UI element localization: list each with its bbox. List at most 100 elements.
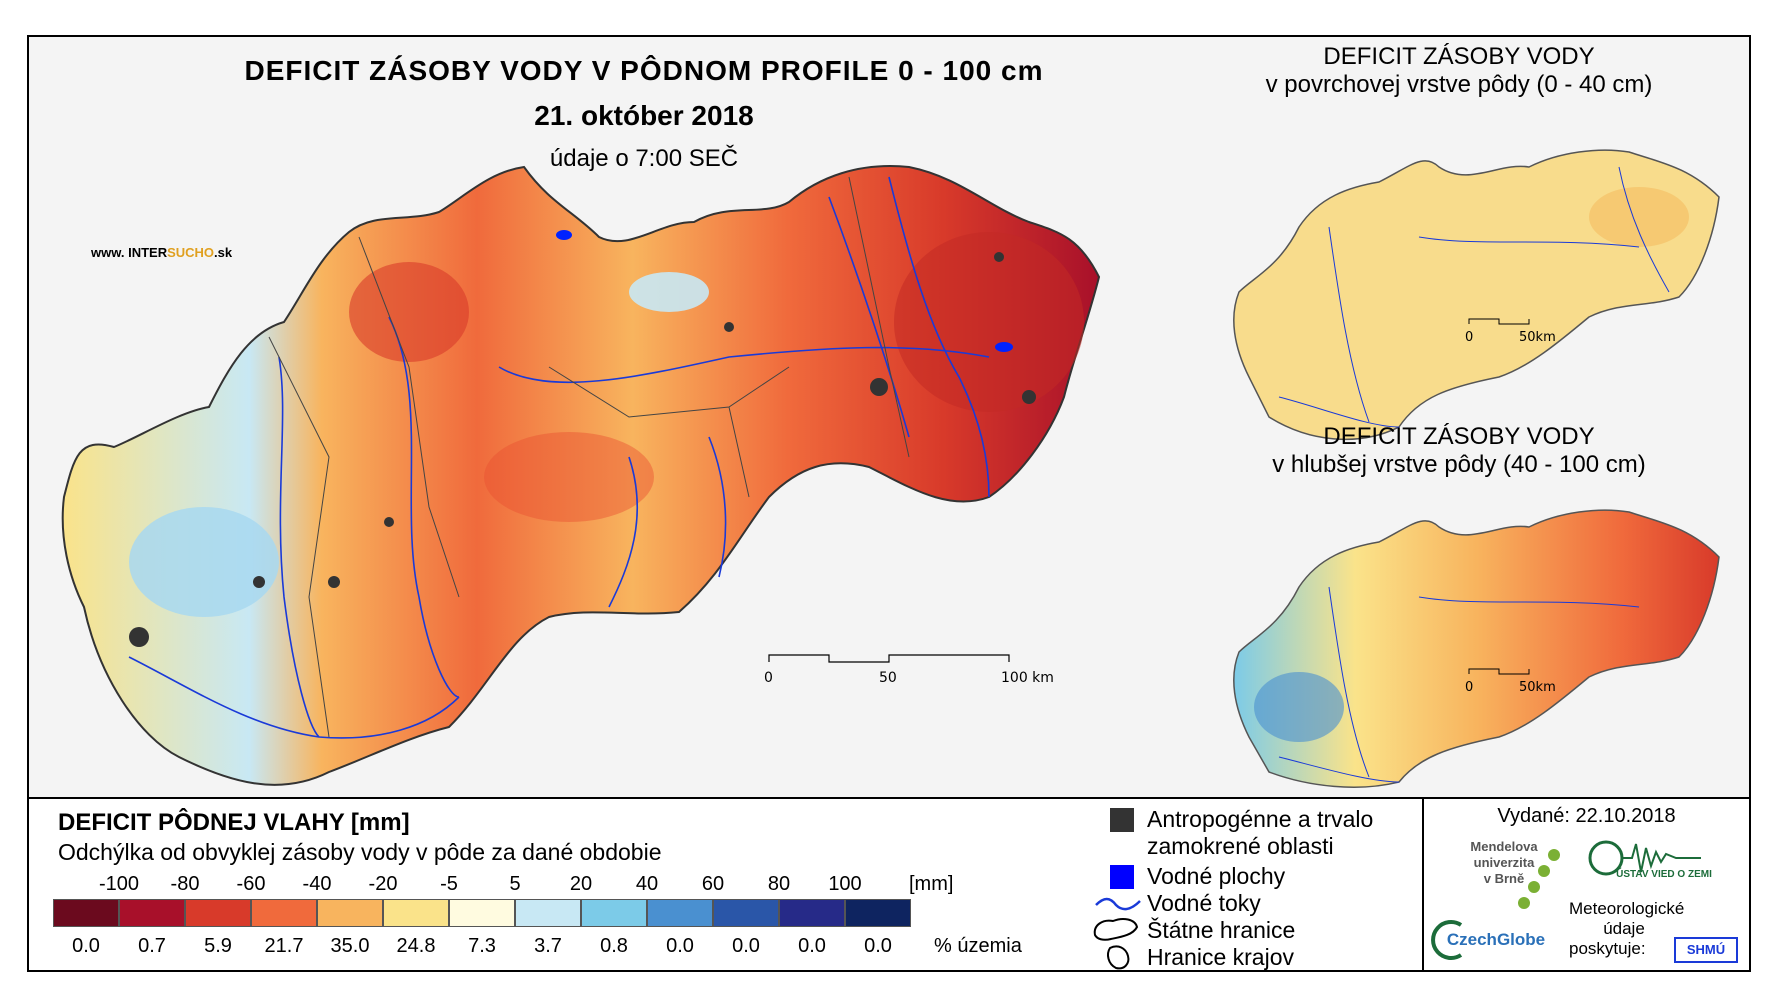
page-title: DEFICIT ZÁSOBY VODY V PÔDNOM PROFILE 0 -… [244,55,1044,86]
uvgz-logo-text: ÚSTAV VIED O ZEMI [1616,869,1712,880]
legend-percentage: 0.7 [138,935,166,957]
inset-bottom-scale-0: 0 [1465,680,1473,695]
legend-swatch [449,899,515,927]
legend-label: -100 [98,873,140,895]
inset-top-title: DEFICIT ZÁSOBY VODY v povrchovej vrstve … [1209,43,1709,99]
legend-percentage: 0.0 [72,935,100,957]
legend-title: DEFICIT PÔDNEJ VLAHY [mm] [58,809,410,836]
inset-top-scale-50: 50km [1519,330,1556,345]
czechglobe-logo-text: CzechGlobe [1446,930,1546,949]
cool-zone-north [629,272,709,312]
mendel-line1: Mendelova [1470,839,1538,854]
region-border-label: Hranice krajov [1147,944,1294,970]
mendel-dots-icon [1518,849,1560,909]
legend-swatch [845,899,911,927]
main-scale-bar: 0 50 100 km [764,654,1054,686]
anthropogenic-label: Antropogénne a trvalo zamokrené oblasti [1147,806,1373,860]
legend-label: 60 [701,873,725,895]
legend-percentage: 0.0 [732,935,760,957]
uvgz-logo-icon [1588,840,1701,876]
meteo-line3: poskytuje: [1569,939,1646,958]
legend-percentage: 3.7 [534,935,562,957]
website-link[interactable]: www. INTERSUCHO.sk [91,245,232,260]
legend-percentage: 0.0 [798,935,826,957]
main-deficit-map: 0 50 100 km [61,165,1101,786]
website-suffix: .sk [214,245,233,260]
rivers-label: Vodné toky [1147,890,1261,916]
legend-swatch [713,899,779,927]
legend-label: 40 [635,873,659,895]
legend-percentage: 7.3 [468,935,496,957]
meteo-line2: údaje [1603,919,1645,938]
legend-label: 80 [767,873,791,895]
inset-bottom-scale-50: 50km [1519,680,1556,695]
inset-top-title-line2: v povrchovej vrstve pôdy (0 - 40 cm) [1265,71,1653,98]
main-scale-100: 100 km [1001,670,1054,686]
shmu-logo-text: SHMÚ [1686,942,1726,957]
meteo-provider-text: Meteorologické údaje poskytuje: [1569,899,1684,959]
hot-zone-east [894,232,1084,412]
anthropogenic-label-line1: Antropogénne a trvalo [1147,806,1374,832]
map-panel: 0 50 100 km DEFICIT ZÁSOBY VODY V PÔDNOM… [29,37,1749,797]
website-brand: SUCHO [167,245,215,260]
water-bodies [556,230,1013,352]
legend-swatch [581,899,647,927]
shmu-logo: SHMÚ [1674,937,1738,963]
credits-divider [1422,797,1424,970]
legend-divider [29,797,1749,799]
inset-bottom-title-line2: v hlubšej vrstve pôdy (40 - 100 cm) [1272,451,1646,478]
legend-subtitle: Odchýlka od obvyklej zásoby vody v pôde … [58,839,662,865]
mendel-line2: univerzita [1473,855,1535,870]
legend-percentage: 21.7 [264,935,304,957]
czechglobe-logo-icon [1431,920,1463,960]
legend-percentage: 0.0 [864,935,892,957]
anthropogenic-label-line2: zamokrené oblasti [1147,833,1334,859]
main-scale-0: 0 [764,670,773,686]
legend-percentage: 0.0 [666,935,694,957]
inset-top-scale-bar: 0 50km [1465,318,1556,345]
slovakia-territory [61,165,1101,786]
river-symbol [1095,897,1141,911]
inset-subsoil-map: 0 50km [1233,509,1720,788]
legend-swatch [53,899,119,927]
water-bodies-label: Vodné plochy [1147,863,1286,889]
legend-percentage: 0.8 [600,935,628,957]
issued-date: Vydané: 22.10.2018 [1497,805,1676,827]
inset-bottom-title: DEFICIT ZÁSOBY VODY v hlubšej vrstve pôd… [1209,423,1709,479]
legend-label: 20 [569,873,593,895]
inset-bottom-territory [1233,509,1720,788]
legend-label: -5 [440,873,458,895]
main-scale-50: 50 [879,670,897,686]
inset-bottom-scale-bar: 0 50km [1465,668,1556,695]
legend-swatch [779,899,845,927]
legend-percent-unit: % územia [934,935,1022,957]
legend-label: -80 [170,873,200,895]
legend-swatch [383,899,449,927]
river-network [128,176,990,739]
legend-percentage: 35.0 [330,935,370,957]
anthropogenic-areas [129,252,1036,647]
inset-top-title-line1: DEFICIT ZÁSOBY VODY [1323,43,1595,70]
legend-label: 100 [828,873,862,895]
legend-color-scale [53,899,911,927]
legend-swatch [515,899,581,927]
inset-topsoil-map: 0 50km [1233,149,1720,441]
region-border-symbol [1107,945,1130,970]
state-border-symbol [1093,918,1139,941]
inset-bottom-title-line1: DEFICIT ZÁSOBY VODY [1323,423,1595,450]
water-body-symbol [1110,865,1134,889]
legend-label: -60 [236,873,266,895]
cool-zone-west [129,507,279,617]
legend-percentage: 24.8 [396,935,436,957]
inset-top-scale-0: 0 [1465,330,1473,345]
legend-swatch [119,899,185,927]
legend-percentage: 5.9 [204,935,232,957]
anthropogenic-symbol [1110,808,1134,832]
mendel-university-logo-text: Mendelova univerzita v Brně [1459,839,1549,887]
legend-label: -20 [368,873,398,895]
website-prefix: www. INTER [91,245,168,260]
map-date: 21. október 2018 [534,100,754,131]
legend-swatch [647,899,713,927]
state-border-label: Štátne hranice [1147,917,1296,943]
region-borders [268,176,910,738]
